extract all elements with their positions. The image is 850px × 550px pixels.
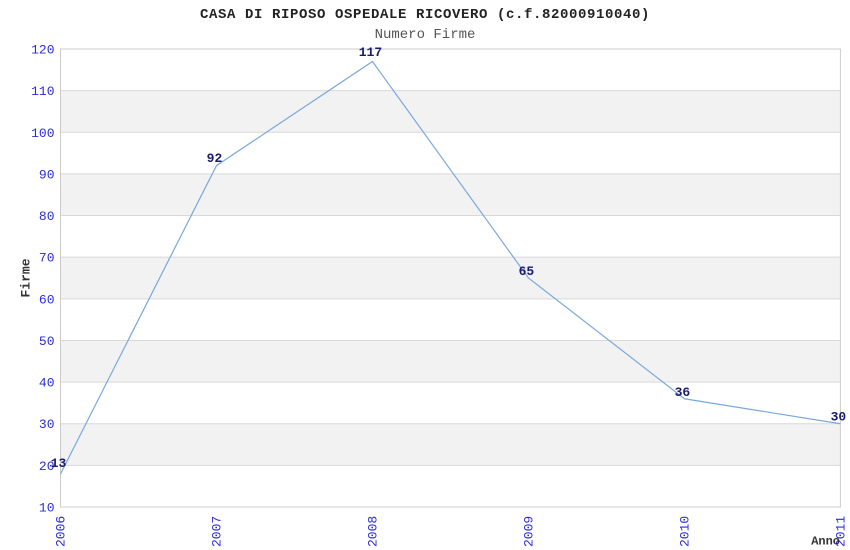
svg-text:80: 80 <box>39 209 55 224</box>
svg-text:2006: 2006 <box>54 516 69 547</box>
svg-text:36: 36 <box>675 385 691 400</box>
svg-text:70: 70 <box>39 251 55 266</box>
svg-text:2009: 2009 <box>521 516 536 547</box>
svg-text:2010: 2010 <box>677 516 692 547</box>
svg-text:110: 110 <box>31 84 54 99</box>
svg-text:10: 10 <box>39 501 55 516</box>
svg-text:30: 30 <box>39 417 55 432</box>
svg-text:92: 92 <box>207 151 223 166</box>
svg-text:Firme: Firme <box>19 258 34 297</box>
svg-text:90: 90 <box>39 167 55 182</box>
svg-text:2007: 2007 <box>209 516 224 547</box>
svg-text:Anno: Anno <box>811 535 840 549</box>
svg-text:117: 117 <box>359 45 382 60</box>
svg-text:120: 120 <box>31 43 54 58</box>
svg-text:40: 40 <box>39 376 55 391</box>
svg-text:100: 100 <box>31 126 54 141</box>
svg-text:13: 13 <box>51 456 67 471</box>
svg-text:60: 60 <box>39 292 55 307</box>
svg-text:2008: 2008 <box>365 516 380 547</box>
svg-text:50: 50 <box>39 334 55 349</box>
svg-text:65: 65 <box>519 264 535 279</box>
svg-text:30: 30 <box>831 410 847 425</box>
